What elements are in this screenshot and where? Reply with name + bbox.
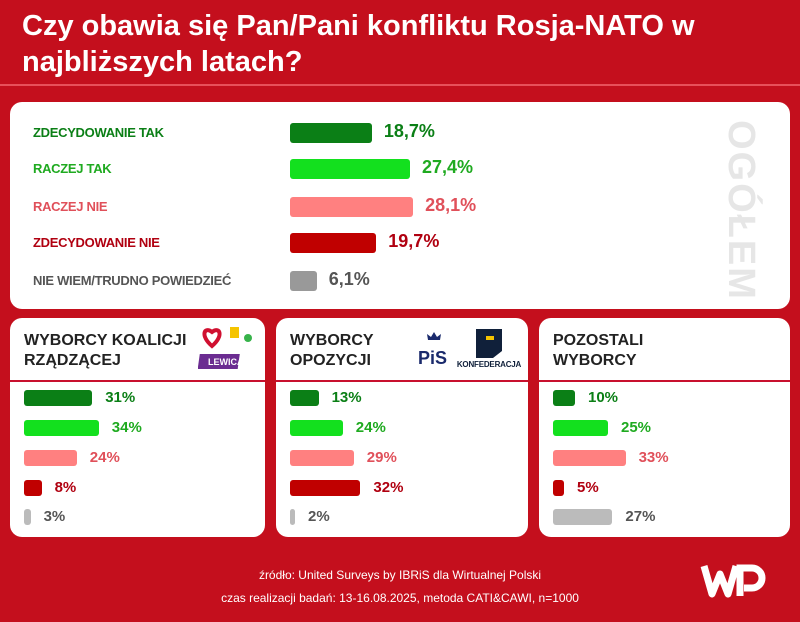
overall-panel: ZDECYDOWANIE TAK 18,7% RACZEJ TAK 27,4% RA… [10,102,790,309]
value-label: 13% [331,389,362,406]
value-label: 25% [621,419,652,436]
row-raczej-tak: 24% [290,419,520,437]
bar-raczej-nie [24,450,77,466]
panel-divider [276,380,528,382]
category-label: ZDECYDOWANIE NIE [33,235,160,250]
row-zdecydowanie-nie: 8% [24,479,254,497]
bar-raczej-tak [553,420,608,436]
value-label: 34% [111,419,142,436]
value-label: 18,7% [383,121,435,141]
overall-row-zdecydowanie-nie: ZDECYDOWANIE NIE 19,7% [10,231,710,254]
row-raczej-tak: 34% [24,419,254,437]
bar-raczej-tak [24,420,99,436]
row-zdecydowanie-tak: 10% [553,389,783,407]
bar-zdecydowanie-tak [290,390,319,406]
lewica-logo-text: LEWICA [208,357,244,367]
title-divider [0,84,800,86]
category-label: ZDECYDOWANIE TAK [33,125,164,140]
bar-nie-wiem [24,509,31,525]
overall-panel-title: OGÓŁEM [720,120,762,301]
value-label: 24% [355,419,386,436]
value-label: 3% [43,508,66,525]
svg-text:PiS: PiS [418,348,447,368]
value-label: 28,1% [425,195,477,215]
bar-zdecydowanie-tak [290,123,372,143]
overall-row-raczej-nie: RACZEJ NIE 28,1% [10,195,710,218]
panel-title: WYBORCY KOALICJI RZĄDZĄCEJ [24,332,187,369]
other-voters-panel: POZOSTALI WYBORCY 10% 25% 33% 5% 27% [539,318,790,537]
category-label: NIE WIEM/TRUDNO POWIEDZIEĆ [33,273,232,288]
value-label: 33% [638,449,669,466]
row-nie-wiem: 27% [553,508,783,526]
bar-raczej-nie [290,197,414,217]
bar-raczej-nie [553,450,626,466]
panel-title: WYBORCY OPOZYCJI [290,332,374,369]
page-title: Czy obawia się Pan/Pani konfliktu Rosja-… [22,10,695,78]
category-label: RACZEJ NIE [33,199,108,214]
row-nie-wiem: 2% [290,508,520,526]
panel-divider [10,380,265,382]
panel-title: POZOSTALI WYBORCY [553,332,644,369]
bar-raczej-nie [290,450,354,466]
bar-zdecydowanie-tak [24,390,93,406]
bar-nie-wiem [553,509,613,525]
source-text: źródło: United Surveys by IBRiS dla Wirt… [258,568,542,582]
value-label: 24% [89,449,120,466]
row-raczej-tak: 25% [553,419,783,437]
wp-logo [700,560,770,602]
bar-zdecydowanie-nie [290,480,361,496]
bar-zdecydowanie-nie [24,480,42,496]
row-raczej-nie: 33% [553,449,783,467]
row-raczej-nie: 24% [24,449,254,467]
value-label: 2% [308,508,330,525]
category-label: RACZEJ TAK [33,161,112,176]
pis-logo: PiS [416,328,452,373]
value-label: 27,4% [422,157,474,177]
value-label: 8% [54,479,77,496]
coalition-voters-panel: WYBORCY KOALICJI RZĄDZĄCEJ LEWICA 31% 34… [10,318,265,537]
bar-zdecydowanie-nie [553,480,564,496]
row-nie-wiem: 3% [24,508,254,526]
bar-zdecydowanie-tak [553,390,575,406]
bar-nie-wiem [290,509,295,525]
value-label: 6,1% [328,269,370,289]
konfederacja-logo: KONFEDERACJA [456,326,522,372]
bar-nie-wiem [290,271,317,291]
value-label: 5% [577,479,599,496]
bar-zdecydowanie-nie [290,233,377,253]
row-zdecydowanie-nie: 32% [290,479,520,497]
opposition-voters-panel: WYBORCY OPOZYCJI PiS KONFEDERACJA 13% 24… [276,318,528,537]
konfederacja-logo-text: KONFEDERACJA [456,360,522,369]
bar-raczej-tak [290,420,343,436]
value-label: 32% [373,479,404,496]
row-zdecydowanie-tak: 31% [24,389,254,407]
row-zdecydowanie-nie: 5% [553,479,783,497]
panel-divider [539,380,790,382]
value-label: 10% [588,389,619,406]
value-label: 19,7% [388,231,440,251]
row-raczej-nie: 29% [290,449,520,467]
survey-details-text: czas realizacji badań: 13-16.08.2025, me… [221,591,579,605]
value-label: 31% [105,389,136,406]
bar-raczej-tak [290,159,410,179]
overall-row-zdecydowanie-tak: ZDECYDOWANIE TAK 18,7% [10,121,710,144]
coalition-logos: LEWICA [197,324,258,374]
overall-row-raczej-tak: RACZEJ TAK 27,4% [10,157,710,180]
row-zdecydowanie-tak: 13% [290,389,520,407]
value-label: 27% [625,508,656,525]
overall-row-nie-wiem: NIE WIEM/TRUDNO POWIEDZIEĆ 6,1% [10,269,710,292]
value-label: 29% [366,449,397,466]
